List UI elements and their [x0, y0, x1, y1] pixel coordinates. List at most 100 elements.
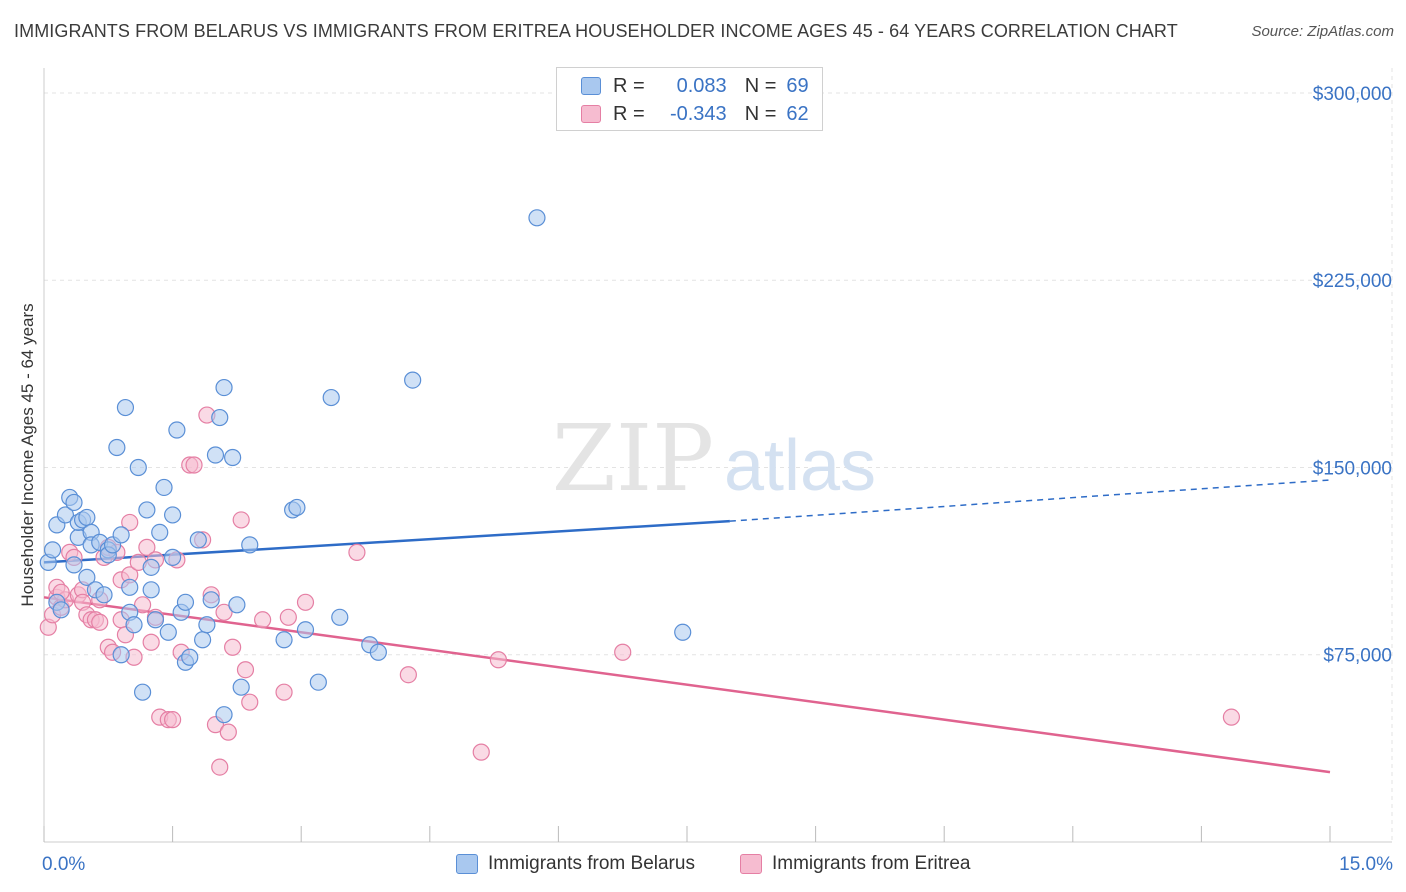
- source-label: Source: ZipAtlas.com: [1251, 23, 1394, 40]
- eritrea-point: [614, 643, 632, 661]
- belarus-trend-extension: [729, 479, 1331, 522]
- eritrea-point: [489, 651, 507, 669]
- belarus-point: [404, 371, 422, 389]
- eritrea-point: [224, 638, 242, 656]
- x-tick-label-min: 0.0%: [42, 854, 85, 875]
- eritrea-point: [296, 593, 315, 611]
- watermark-atlas: atlas: [724, 426, 876, 506]
- eritrea-point: [472, 743, 490, 761]
- correlation-legend: R = 0.083 N = 69 R = -0.343 N = 62: [556, 67, 823, 131]
- belarus-point: [65, 493, 83, 512]
- chart-title: IMMIGRANTS FROM BELARUS VS IMMIGRANTS FR…: [14, 21, 1178, 41]
- belarus-n-value: 69: [786, 74, 809, 97]
- eritrea-point: [399, 666, 417, 684]
- belarus-point: [224, 448, 242, 467]
- eritrea-n-label: N =: [744, 102, 777, 125]
- eritrea-point: [142, 633, 160, 651]
- belarus-point: [228, 596, 246, 614]
- belarus-point: [206, 446, 225, 464]
- eritrea-point: [138, 538, 156, 556]
- belarus-point: [176, 593, 195, 611]
- belarus-point: [211, 408, 229, 427]
- legend-row-belarus: R = 0.083 N = 69: [581, 73, 809, 99]
- eritrea-point: [121, 513, 139, 532]
- belarus-point: [146, 611, 165, 629]
- belarus-point: [155, 478, 173, 497]
- gridlines: [44, 68, 1393, 842]
- eritrea-points: [39, 406, 1241, 776]
- belarus-point: [194, 631, 212, 649]
- belarus-legend-label: Immigrants from Belarus: [488, 853, 695, 874]
- y-axis-label: Householder Income Ages 45 - 64 years: [18, 303, 37, 606]
- belarus-point: [288, 498, 306, 517]
- watermark: ZIP atlas: [552, 405, 876, 512]
- axes: [43, 68, 1392, 843]
- belarus-point: [164, 548, 182, 566]
- belarus-point: [241, 536, 259, 554]
- eritrea-point: [164, 711, 182, 729]
- belarus-points: [39, 209, 692, 724]
- belarus-point: [116, 398, 135, 417]
- tick-labels: $75,000 $150,000 $225,000 $300,000 0.0% 15.0%: [42, 84, 1393, 875]
- belarus-point: [129, 458, 147, 477]
- y-tick-label: $225,000: [1313, 271, 1392, 292]
- eritrea-r-label: R =: [613, 102, 645, 125]
- belarus-point: [331, 608, 349, 626]
- eritrea-point: [185, 456, 203, 474]
- eritrea-point: [241, 693, 259, 711]
- eritrea-point: [211, 758, 229, 776]
- belarus-point: [78, 568, 96, 586]
- eritrea-point: [133, 596, 152, 614]
- belarus-point: [125, 616, 143, 634]
- eritrea-point: [219, 723, 237, 741]
- eritrea-legend-label: Immigrants from Eritrea: [772, 853, 971, 874]
- eritrea-swatch: [581, 105, 601, 123]
- belarus-point: [52, 601, 70, 619]
- belarus-point: [112, 646, 130, 664]
- eritrea-point: [1222, 708, 1241, 726]
- belarus-point: [112, 526, 130, 544]
- belarus-r-label: R =: [613, 74, 645, 97]
- belarus-point: [121, 578, 139, 596]
- eritrea-point: [91, 613, 109, 631]
- belarus-point: [528, 209, 546, 227]
- eritrea-point: [275, 683, 293, 701]
- belarus-point: [168, 421, 186, 439]
- belarus-point: [215, 378, 233, 397]
- belarus-point: [322, 388, 340, 407]
- belarus-r-value: 0.083: [676, 74, 727, 97]
- belarus-point: [142, 581, 160, 599]
- bottom-legend-belarus[interactable]: Immigrants from Belarus: [456, 851, 695, 877]
- eritrea-point: [232, 511, 250, 529]
- x-tick-label-max: 15.0%: [1339, 854, 1393, 875]
- belarus-legend-swatch: [456, 854, 478, 874]
- belarus-point: [369, 643, 387, 661]
- eritrea-point: [254, 611, 272, 629]
- belarus-point: [138, 501, 156, 519]
- belarus-point: [159, 623, 177, 641]
- belarus-point: [151, 523, 169, 542]
- eritrea-point: [348, 543, 366, 561]
- belarus-point: [674, 623, 692, 641]
- belarus-point: [198, 616, 216, 634]
- belarus-point: [65, 556, 83, 574]
- legend-row-eritrea: R = -0.343 N = 62: [581, 101, 809, 127]
- y-tick-label: $75,000: [1323, 646, 1392, 667]
- belarus-point: [43, 541, 62, 559]
- eritrea-legend-swatch: [740, 854, 762, 874]
- belarus-point: [202, 591, 220, 609]
- belarus-point: [309, 673, 327, 691]
- belarus-point: [232, 678, 250, 696]
- bottom-legend-eritrea[interactable]: Immigrants from Eritrea: [740, 851, 970, 877]
- belarus-point: [164, 506, 182, 524]
- belarus-point: [275, 631, 293, 649]
- watermark-zip: ZIP: [552, 405, 714, 512]
- y-tick-label: $300,000: [1313, 84, 1392, 105]
- eritrea-point: [236, 661, 255, 679]
- belarus-point: [142, 558, 160, 576]
- belarus-point: [108, 438, 126, 457]
- eritrea-point: [215, 603, 233, 621]
- eritrea-r-value: -0.343: [669, 102, 727, 125]
- belarus-point: [181, 648, 199, 666]
